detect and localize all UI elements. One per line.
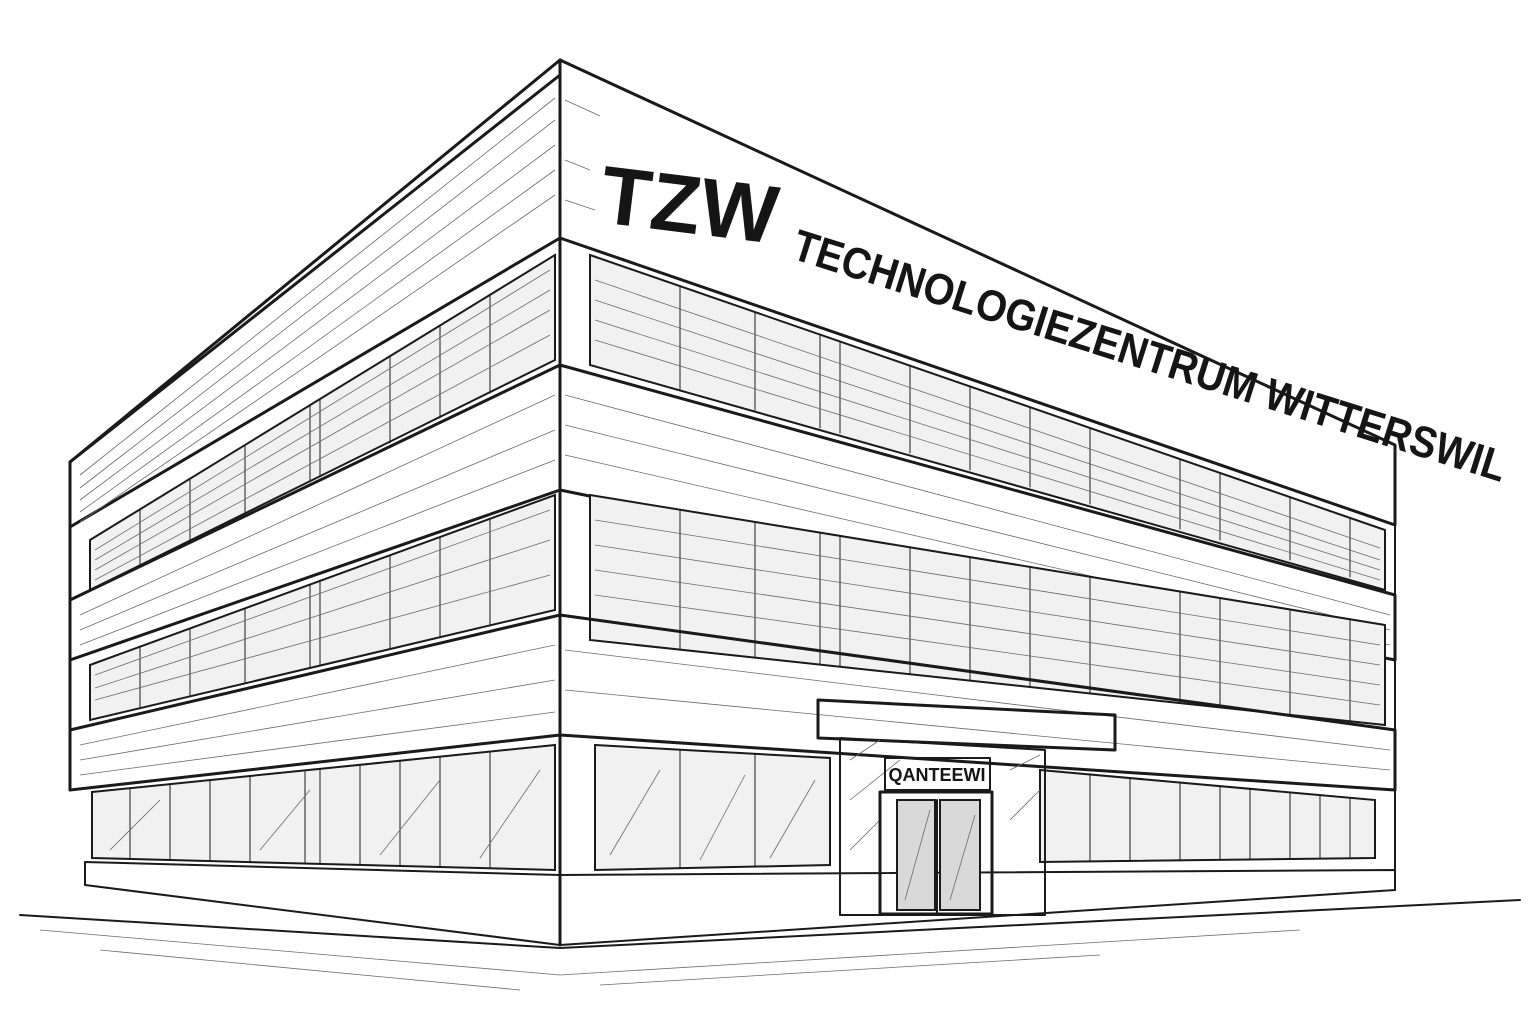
front-facade (558, 58, 1397, 947)
door-sign: QANTEEWI (889, 765, 986, 785)
door-right (939, 799, 981, 911)
ground (19, 899, 1521, 991)
entrance: QANTEEWI (816, 698, 1117, 916)
left-facade (68, 58, 562, 946)
sign-logo: TZW (596, 150, 784, 262)
door-left (896, 799, 936, 911)
